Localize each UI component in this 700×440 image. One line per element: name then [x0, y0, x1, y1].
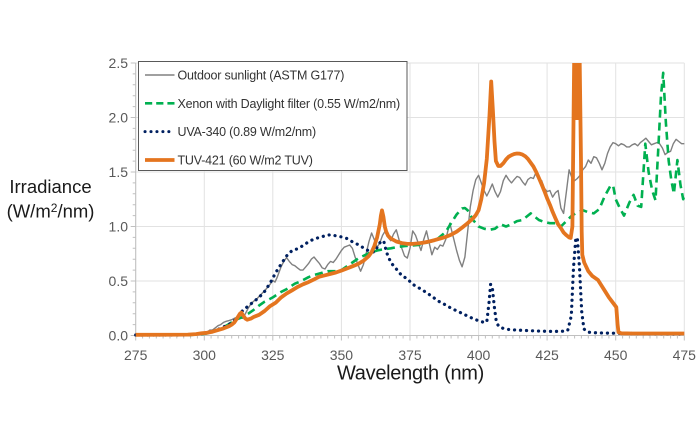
- svg-text:Outdoor sunlight (ASTM G177): Outdoor sunlight (ASTM G177): [178, 69, 345, 83]
- svg-text:450: 450: [604, 347, 628, 363]
- svg-text:2.0: 2.0: [109, 110, 129, 126]
- svg-text:2.5: 2.5: [109, 55, 129, 71]
- svg-text:1.5: 1.5: [109, 164, 129, 180]
- svg-text:Irradiance: Irradiance: [9, 176, 91, 197]
- svg-text:350: 350: [330, 347, 354, 363]
- svg-text:TUV-421 (60 W/m2 TUV): TUV-421 (60 W/m2 TUV): [178, 154, 313, 168]
- svg-text:300: 300: [193, 347, 217, 363]
- svg-text:375: 375: [398, 347, 422, 363]
- svg-text:475: 475: [673, 347, 697, 363]
- svg-text:325: 325: [261, 347, 285, 363]
- svg-text:1.0: 1.0: [109, 219, 129, 235]
- svg-text:275: 275: [124, 347, 148, 363]
- svg-text:(W/m2/nm): (W/m2/nm): [7, 200, 95, 221]
- svg-text:425: 425: [535, 347, 559, 363]
- svg-text:Wavelength (nm): Wavelength (nm): [337, 363, 484, 385]
- svg-text:0.0: 0.0: [109, 328, 129, 344]
- svg-text:UVA-340 (0.89 W/m2/nm): UVA-340 (0.89 W/m2/nm): [178, 125, 317, 139]
- svg-text:Xenon with Daylight filter (0.: Xenon with Daylight filter (0.55 W/m2/nm…: [178, 97, 400, 111]
- svg-text:0.5: 0.5: [109, 273, 129, 289]
- svg-text:400: 400: [467, 347, 491, 363]
